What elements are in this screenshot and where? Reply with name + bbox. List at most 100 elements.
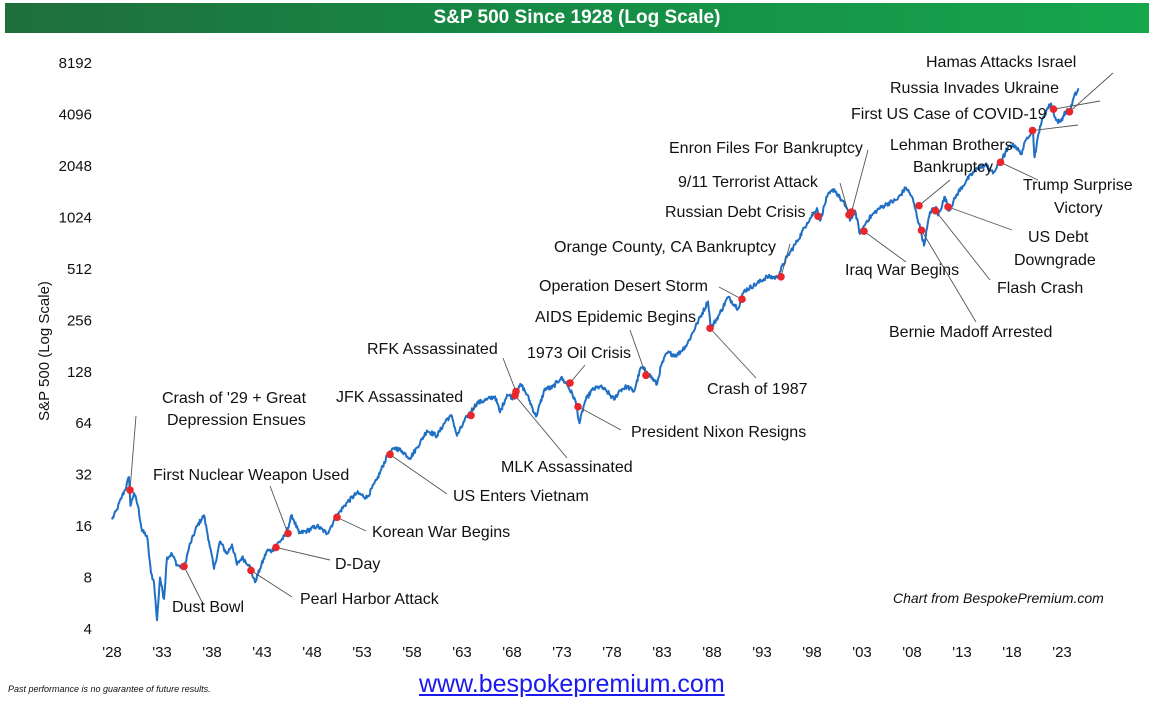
event-marker	[333, 513, 341, 522]
x-tick-label: '98	[802, 644, 822, 661]
event-marker	[860, 227, 868, 236]
y-tick-label: 2048	[59, 158, 92, 175]
event-label: Russian Debt Crisis	[665, 204, 805, 221]
event-label-line: US Debt	[1028, 229, 1089, 246]
event-label: Russia Invades Ukraine	[890, 80, 1059, 97]
y-tick-label: 4096	[59, 107, 92, 124]
event-label: Orange County, CA Bankruptcy	[554, 239, 776, 256]
y-axis-label: S&P 500 (Log Scale)	[36, 281, 53, 421]
x-tick-label: '43	[252, 644, 272, 661]
annotation-leader	[1000, 161, 1039, 181]
y-tick-label: 256	[67, 312, 92, 329]
x-tick-label: '58	[402, 644, 422, 661]
annotation-leader	[514, 395, 568, 459]
event-label: D-Day	[335, 556, 380, 573]
website-link[interactable]: www.bespokepremium.com	[419, 670, 725, 698]
disclaimer: Past performance is no guarantee of futu…	[8, 684, 211, 694]
y-tick-label: 128	[67, 364, 92, 381]
event-label: First Nuclear Weapon Used	[153, 467, 349, 484]
event-marker	[777, 272, 785, 281]
event-label: Hamas Attacks Israel	[926, 54, 1076, 71]
event-label: US Enters Vietnam	[453, 488, 589, 505]
event-marker	[272, 543, 280, 552]
event-marker	[467, 411, 475, 420]
y-tick-label: 8	[84, 570, 92, 587]
event-label: Bernie Madoff Arrested	[889, 324, 1052, 341]
event-marker	[1028, 126, 1037, 135]
annotation-leader	[780, 243, 791, 277]
event-label: Pearl Harbor Attack	[300, 591, 440, 608]
event-marker	[126, 486, 134, 494]
source-note: Chart from BespokePremium.com	[893, 590, 1104, 606]
event-label: US Debt Downgrade	[1014, 229, 1096, 269]
event-marker	[996, 158, 1005, 167]
y-tick-label: 64	[75, 415, 92, 432]
y-tick-label: 32	[75, 467, 92, 484]
event-labels: Crash of '29 + Great Depression Ensues Dus…	[153, 54, 1133, 616]
x-axis: '28 '33 '38 '43 '48 '53 '58 '63 '68 '73 '78 '83 '88 '…	[102, 644, 1072, 661]
annotation-leader	[709, 327, 757, 379]
annotation-leader	[129, 415, 137, 491]
event-marker	[574, 402, 582, 411]
event-marker	[1065, 107, 1074, 116]
annotation-leader	[1069, 72, 1114, 113]
event-marker	[386, 450, 394, 459]
event-label: First US Case of COVID-19	[851, 106, 1047, 123]
x-tick-label: '18	[1002, 644, 1022, 661]
annotation-leader	[569, 364, 586, 384]
annotation-leader	[1032, 124, 1079, 131]
x-tick-label: '83	[652, 644, 672, 661]
x-tick-label: '68	[502, 644, 522, 661]
y-axis: 4 8 16 32 64 128 256 512 1024 2048 4096 8192	[59, 55, 92, 638]
event-marker	[180, 562, 188, 571]
x-tick-label: '78	[602, 644, 622, 661]
annotation-leader	[389, 454, 448, 495]
y-tick-label: 512	[67, 261, 92, 278]
annotation-leader	[921, 230, 977, 323]
annotation-leader	[502, 357, 517, 392]
annotation-leader	[947, 206, 1013, 231]
annotation-leader	[839, 182, 850, 215]
event-marker	[1049, 105, 1058, 113]
chart-title: S&P 500 Since 1928 (Log Scale)	[5, 3, 1149, 33]
annotation-leader	[269, 485, 289, 534]
annotation-leader	[577, 406, 622, 431]
event-label: MLK Assassinated	[501, 459, 633, 476]
x-tick-label: '53	[352, 644, 372, 661]
event-marker	[931, 206, 940, 215]
event-marker	[847, 208, 856, 216]
x-tick-label: '38	[202, 644, 222, 661]
event-label-line: Downgrade	[1014, 252, 1096, 269]
event-label: JFK Assassinated	[336, 389, 463, 406]
event-marker	[915, 201, 923, 210]
x-tick-label: '73	[552, 644, 572, 661]
event-label: Korean War Begins	[372, 524, 510, 541]
event-label: President Nixon Resigns	[631, 424, 806, 441]
event-label: Enron Files For Bankruptcy	[669, 140, 863, 157]
event-markers	[126, 105, 1074, 575]
x-tick-label: '08	[902, 644, 922, 661]
event-label: Crash of '29 + Great Depression Ensues	[162, 390, 307, 429]
event-marker	[284, 529, 292, 538]
x-tick-label: '23	[1052, 644, 1072, 661]
annotation-leader	[918, 179, 951, 206]
annotation-leader	[275, 547, 331, 561]
event-label-line: Victory	[1054, 200, 1103, 217]
event-label: AIDS Epidemic Begins	[535, 309, 696, 326]
event-label: Iraq War Begins	[845, 262, 959, 279]
event-marker	[738, 295, 746, 304]
event-label: Dust Bowl	[172, 599, 244, 616]
event-label-line: Bankruptcy	[913, 159, 993, 176]
event-marker	[917, 226, 926, 235]
event-marker	[247, 566, 255, 575]
event-label: Trump Surprise Victory	[1023, 177, 1133, 217]
annotation-leaders	[129, 72, 1114, 605]
event-marker	[944, 203, 952, 211]
x-tick-label: '13	[952, 644, 972, 661]
event-label: RFK Assassinated	[367, 341, 498, 358]
x-tick-label: '03	[852, 644, 872, 661]
event-label: Flash Crash	[997, 280, 1083, 297]
event-label: Crash of 1987	[707, 381, 808, 398]
x-tick-label: '48	[302, 644, 322, 661]
